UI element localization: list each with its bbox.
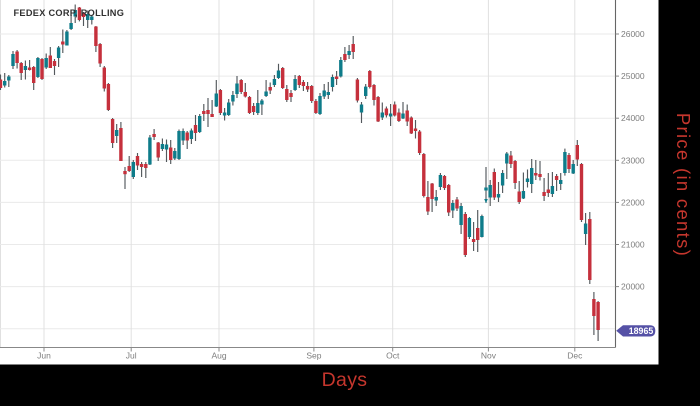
svg-text:FEDEX CORP, ROLLING: FEDEX CORP, ROLLING <box>14 8 125 18</box>
svg-text:Jun: Jun <box>37 351 51 361</box>
svg-text:21000: 21000 <box>621 240 645 250</box>
svg-text:20000: 20000 <box>621 282 645 292</box>
svg-text:18965: 18965 <box>629 326 654 336</box>
svg-text:Nov: Nov <box>481 351 497 361</box>
svg-text:Price (in cents): Price (in cents) <box>673 113 694 257</box>
svg-text:26000: 26000 <box>621 29 645 39</box>
svg-text:Oct: Oct <box>386 351 400 361</box>
svg-text:22000: 22000 <box>621 197 645 207</box>
svg-text:25000: 25000 <box>621 71 645 81</box>
svg-text:Jul: Jul <box>126 351 137 361</box>
svg-text:24000: 24000 <box>621 113 645 123</box>
svg-text:Aug: Aug <box>211 351 226 361</box>
svg-text:Dec: Dec <box>567 351 583 361</box>
svg-text:Sep: Sep <box>306 351 321 361</box>
svg-text:23000: 23000 <box>621 155 645 165</box>
svg-text:Days: Days <box>322 369 368 391</box>
